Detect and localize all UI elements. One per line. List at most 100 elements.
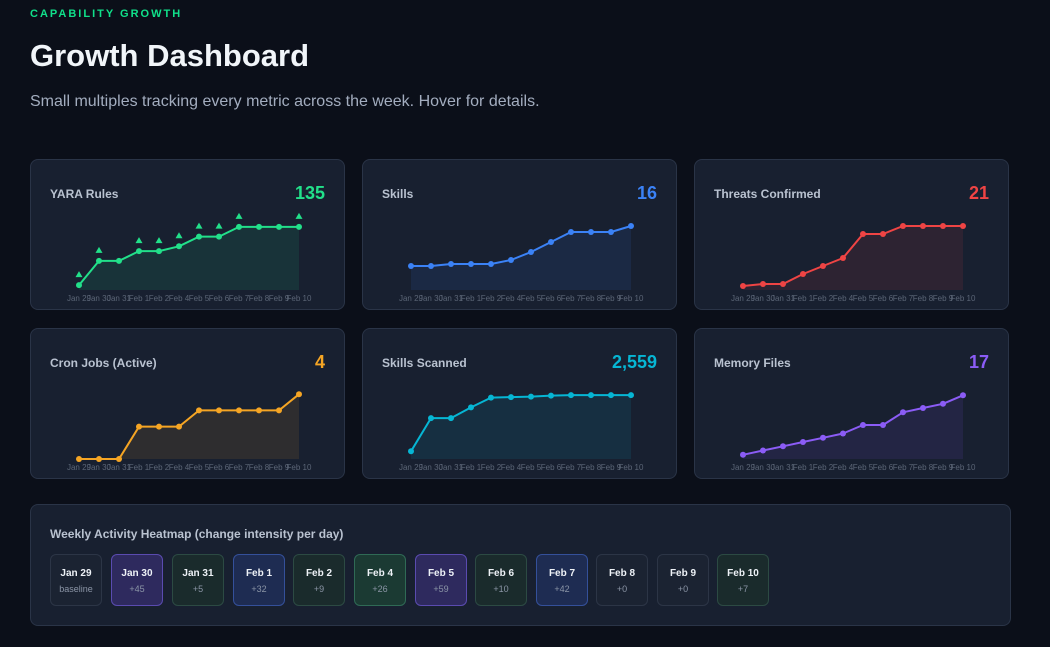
heatmap-day[interactable]: Jan 30 +45 [111,554,163,606]
series-area [79,394,299,459]
x-tick-label: Jan 29 [399,294,424,303]
card-value: 16 [636,183,657,203]
data-point [588,229,594,235]
data-point [568,229,574,235]
x-tick-label: Feb 4 [833,294,854,303]
data-point [608,392,614,399]
x-tick-label: Jan 30 [87,294,112,303]
data-point [940,223,946,229]
series-line [742,225,963,287]
x-tick-label: Feb 9 [601,463,622,472]
x-tick-label: Jan 31 [771,463,796,472]
card-title: Skills [382,187,414,201]
cron-jobs-card[interactable]: Cron Jobs (Active) 4 Jan 29 Jan 30 Jan 31 F… [30,328,345,479]
card-value: 4 [314,352,325,372]
series-line [79,393,300,460]
x-tick-label: Feb 4 [501,294,522,303]
yara-rules-card[interactable]: YARA Rules 135 Jan 29 Jan 30 Jan 31 Feb 1 Fe… [30,159,345,310]
day-date: Jan 29 [60,568,92,579]
data-point [468,404,474,411]
data-point [800,439,806,445]
data-point [96,456,102,462]
x-tick-label: Feb 6 [873,463,894,472]
data-point [216,233,222,240]
data-point [296,391,302,398]
heatmap-day[interactable]: Feb 5 +59 [415,554,467,606]
heatmap-day[interactable]: Feb 4 +26 [354,554,406,606]
data-point [76,456,82,462]
heatmap-day[interactable]: Jan 29 baseline [50,554,102,606]
data-point [840,255,846,261]
data-point [136,248,142,255]
data-point [156,248,162,255]
day-delta: +0 [616,584,628,594]
increase-marker [295,212,303,219]
data-point [136,423,142,430]
x-tick-label: Jan 31 [771,294,796,303]
increase-marker [155,237,163,244]
x-tick-label: Feb 1 [129,463,150,472]
x-tick-label: Feb 7 [561,463,582,472]
card-value: 21 [968,183,989,203]
x-tick-label: Feb 4 [833,463,854,472]
data-point [740,451,746,458]
data-point [900,223,906,229]
day-date: Feb 4 [366,568,394,579]
data-point [880,422,886,428]
x-tick-label: Feb 2 [481,463,502,472]
series-area [411,226,631,290]
x-tick-label: Feb 6 [541,463,562,472]
data-point [920,405,926,411]
heatmap-day[interactable]: Feb 10 +7 [717,554,769,606]
data-point [276,223,282,230]
heatmap-day[interactable]: Feb 1 +32 [233,554,285,606]
card-title: Memory Files [714,356,791,370]
x-tick-label: Feb 5 [853,294,874,303]
heatmap-day[interactable]: Feb 7 +42 [536,554,588,606]
x-tick-label: Feb 10 [951,294,976,303]
x-tick-label: Feb 10 [287,294,312,303]
heatmap-day[interactable]: Feb 2 +9 [293,554,345,606]
heatmap-day[interactable]: Jan 31 +5 [172,554,224,606]
data-point [568,392,574,399]
data-point [256,407,262,414]
data-point [196,233,202,240]
x-tick-label: Feb 5 [521,463,542,472]
data-point [116,257,122,264]
day-date: Feb 5 [427,568,455,579]
x-tick-label: Feb 6 [541,294,562,303]
heatmap-day[interactable]: Feb 6 +10 [475,554,527,606]
data-point [96,257,102,264]
data-point [176,243,182,250]
data-point [800,271,806,277]
data-point [196,407,202,414]
data-point [608,229,614,235]
heatmap-title: Weekly Activity Heatmap (change intensit… [50,527,344,541]
day-date: Feb 10 [727,568,759,579]
data-point [296,223,302,230]
skills-card[interactable]: Skills 16 Jan 29 Jan 30 Jan 31 Feb 1 Feb 2 Fe… [362,159,677,310]
x-tick-label: Feb 5 [189,463,210,472]
weekly-activity-heatmap: Weekly Activity Heatmap (change intensit… [30,504,1011,626]
data-point [628,223,634,229]
heatmap-day[interactable]: Feb 9 +0 [657,554,709,606]
increase-marker [235,212,243,219]
day-date: Feb 2 [305,568,333,579]
skills-scanned-card[interactable]: Skills Scanned 2,559 Jan 29 Jan 30 Jan 31 F… [362,328,677,479]
data-point [960,392,966,399]
data-point [820,263,826,269]
increase-marker [215,222,223,229]
data-point [760,281,766,287]
threats-confirmed-card[interactable]: Threats Confirmed 21 Jan 29 Jan 30 Jan 31 F… [694,159,1009,310]
card-title: Threats Confirmed [714,187,821,201]
data-point [528,393,534,400]
x-tick-label: Jan 30 [419,463,444,472]
data-point [780,443,786,450]
x-tick-label: Jan 31 [439,294,464,303]
data-point [940,400,946,407]
card-value: 135 [294,183,325,203]
data-point [880,231,886,237]
heatmap-day[interactable]: Feb 8 +0 [596,554,648,606]
